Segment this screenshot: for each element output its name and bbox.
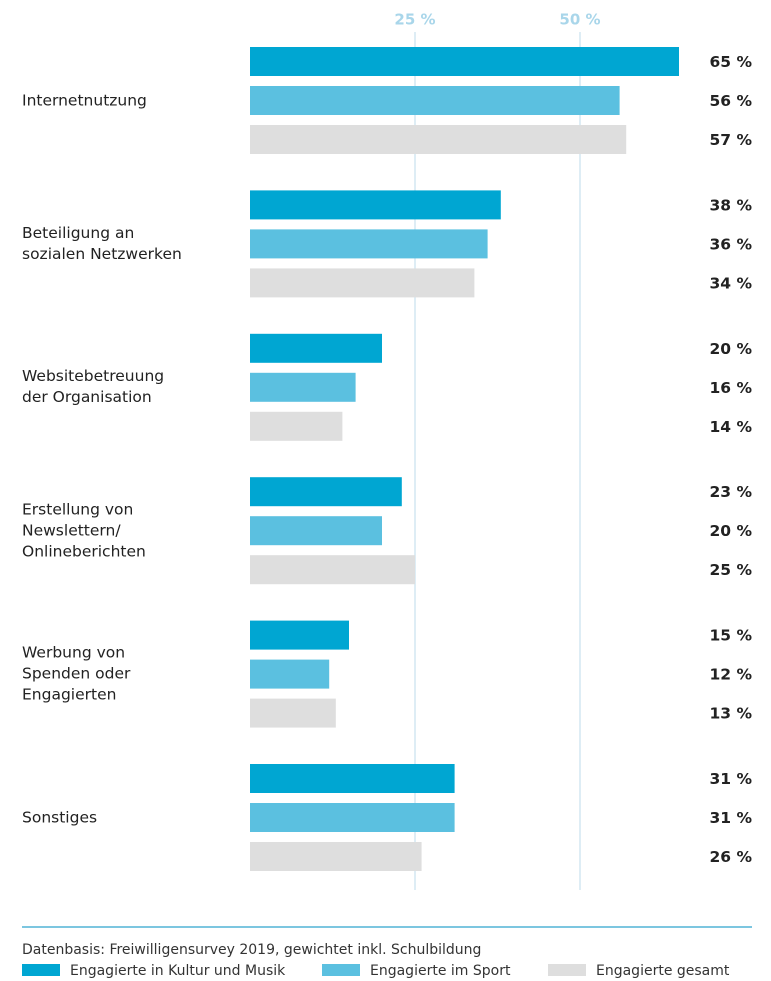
legend-label: Engagierte gesamt (596, 963, 730, 979)
category-label: Erstellung von Newslettern/ Onlineberich… (22, 500, 146, 561)
value-label: 31 % (710, 770, 753, 788)
bar (250, 516, 382, 546)
bar (250, 698, 336, 728)
category-label: Werbung von Spenden oder Engagierten (22, 643, 131, 704)
value-label: 16 % (710, 379, 753, 397)
value-label: 38 % (710, 196, 753, 214)
bar (250, 764, 455, 793)
value-label: 20 % (710, 522, 753, 540)
value-label: 12 % (710, 666, 753, 684)
legend-swatch (548, 964, 586, 976)
bar (250, 229, 488, 259)
bar (250, 47, 679, 76)
bar (250, 125, 627, 154)
legend-label: Engagierte in Kultur und Musik (70, 963, 286, 979)
bar (250, 842, 422, 871)
bar (250, 372, 356, 402)
value-label: 25 % (710, 561, 753, 579)
note: Datenbasis: Freiwilligensurvey 2019, gew… (22, 942, 481, 958)
category-label: Beteiligung an sozialen Netzwerken (22, 223, 182, 263)
bar (250, 190, 501, 220)
category-label: Internetnutzung (22, 91, 147, 109)
value-label: 15 % (710, 627, 753, 645)
legend-label: Engagierte im Sport (370, 963, 511, 979)
value-label: 57 % (710, 131, 753, 149)
value-label: 65 % (710, 53, 753, 71)
value-label: 26 % (710, 848, 753, 866)
bar (250, 803, 455, 832)
x-tick-label: 25 % (394, 11, 435, 29)
bar (250, 659, 330, 689)
bar (250, 620, 349, 650)
legend-swatch (322, 964, 360, 976)
bar (250, 477, 402, 507)
value-label: 14 % (710, 418, 753, 436)
bar (250, 333, 382, 363)
value-label: 23 % (710, 483, 753, 501)
bar (250, 411, 343, 441)
bar (250, 86, 620, 115)
value-label: 13 % (710, 705, 753, 723)
bar (250, 555, 415, 585)
bar (250, 268, 475, 298)
value-label: 20 % (710, 340, 753, 358)
x-tick-label: 50 % (559, 11, 600, 29)
category-label: Sonstiges (22, 808, 98, 826)
legend-swatch (22, 964, 60, 976)
value-label: 36 % (710, 235, 753, 253)
category-label: Websitebetreuung der Organisation (22, 367, 165, 407)
value-label: 34 % (710, 274, 753, 292)
value-label: 31 % (710, 809, 753, 827)
value-label: 56 % (710, 92, 753, 110)
